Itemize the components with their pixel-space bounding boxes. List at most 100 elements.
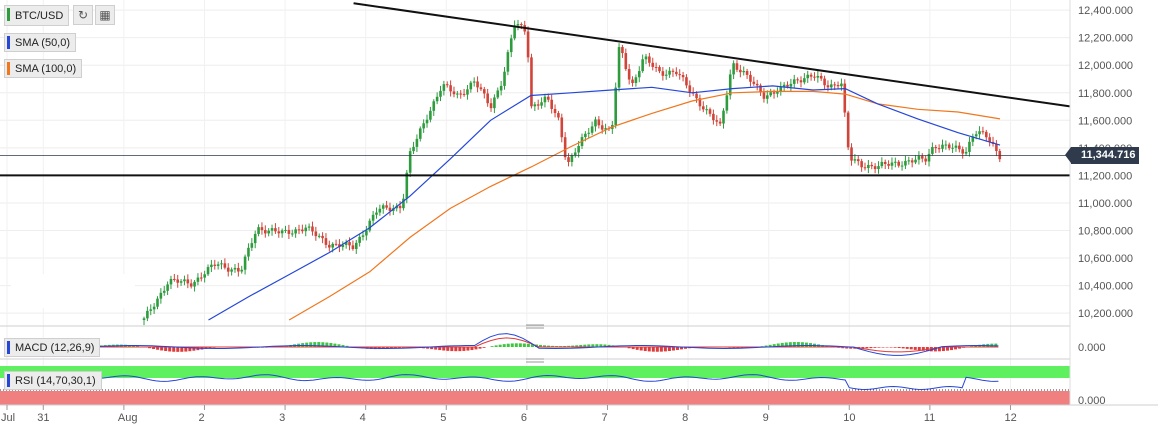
candle-body <box>577 146 580 153</box>
macd-histogram-bar <box>643 347 647 352</box>
macd-histogram-bar <box>172 347 176 352</box>
candle-body <box>651 62 655 67</box>
macd-histogram-bar <box>776 343 780 347</box>
macd-histogram-bar <box>538 344 542 347</box>
rsi-tick-label: 0.000 <box>1078 395 1106 407</box>
candle-body <box>176 279 180 283</box>
macd-histogram-bar <box>482 347 486 348</box>
candle-body <box>415 138 419 147</box>
candle-body <box>843 83 847 113</box>
macd-histogram-bar <box>329 343 333 347</box>
resize-handle[interactable] <box>526 324 544 329</box>
candle-body <box>705 109 708 111</box>
candle-body <box>765 95 769 99</box>
candle-body <box>547 96 550 100</box>
candle-body <box>745 71 749 75</box>
candle-body <box>466 89 469 95</box>
candle-body <box>206 267 210 275</box>
candle-body <box>402 198 405 209</box>
rsi-panel: 0.000 <box>0 366 1106 407</box>
candle-body <box>344 242 348 245</box>
candle-body <box>772 92 776 94</box>
candle-body <box>803 78 806 83</box>
candle-body <box>462 93 466 95</box>
candle-body <box>189 283 193 287</box>
macd-histogram-bar <box>901 347 905 349</box>
candle-body <box>678 74 682 76</box>
rsi-oversold-band <box>0 391 1070 405</box>
candle-body <box>210 264 213 268</box>
macd-histogram-bar <box>913 347 917 350</box>
symbol-text: BTC/USD <box>15 10 64 22</box>
candle-body <box>627 69 631 80</box>
candle-body <box>573 152 577 156</box>
candle-body <box>712 113 715 121</box>
candle-body <box>961 149 965 154</box>
candle-body <box>934 146 938 149</box>
candle-body <box>661 71 665 76</box>
candle-body <box>196 277 200 282</box>
macd-histogram-bar <box>736 347 740 349</box>
candle-body <box>233 267 237 270</box>
calendar-button[interactable]: ▦ <box>95 5 115 25</box>
candle-body <box>853 159 857 161</box>
sma50-swatch <box>7 36 10 49</box>
candle-body <box>267 230 270 234</box>
candle-body <box>499 85 503 91</box>
candle-body <box>142 318 146 320</box>
candle-body <box>867 164 870 169</box>
rsi-legend[interactable]: RSI (14,70,30,1) <box>4 371 102 390</box>
macd-legend[interactable]: MACD (12,26,9) <box>4 338 101 357</box>
sma100-legend[interactable]: SMA (100,0) <box>4 59 83 78</box>
symbol-label[interactable]: BTC/USD <box>4 5 70 26</box>
macd-histogram-bar <box>583 344 587 347</box>
macd-histogram-bar <box>285 345 289 347</box>
candle-body <box>914 159 917 163</box>
candle-body <box>978 131 981 135</box>
candle-body <box>799 80 803 83</box>
macd-histogram-bar <box>152 347 156 350</box>
candle-body <box>870 164 874 167</box>
candle-body <box>850 147 853 161</box>
candle-body <box>755 83 759 86</box>
candle-body <box>732 63 735 75</box>
macd-histogram-bar <box>309 342 313 347</box>
candle-body <box>496 90 500 98</box>
candle-body <box>243 256 247 270</box>
y-tick-label: 10,200.000 <box>1078 308 1133 320</box>
y-tick-label: 12,000.000 <box>1078 60 1133 72</box>
candle-body <box>873 166 877 170</box>
macd-line <box>6 333 999 356</box>
macd-histogram-bar <box>579 344 583 347</box>
candle-body <box>890 162 894 166</box>
candle-body <box>920 156 924 159</box>
candle-body <box>907 160 911 162</box>
candle-body <box>183 279 186 282</box>
candle-body <box>981 131 985 133</box>
candle-body <box>550 99 553 109</box>
sma50-legend[interactable]: SMA (50,0) <box>4 33 77 52</box>
macd-histogram-bar <box>994 343 998 347</box>
candle-body <box>762 92 766 99</box>
candle-body <box>742 71 746 73</box>
macd-histogram-bar <box>603 344 607 347</box>
macd-histogram-bar <box>389 347 393 349</box>
candle-body <box>237 267 240 272</box>
candle-body <box>179 281 183 283</box>
candle-body <box>445 84 449 86</box>
macd-histogram-bar <box>442 347 446 351</box>
candle-body <box>846 112 850 148</box>
candle-body <box>324 238 328 245</box>
refresh-button[interactable]: ↻ <box>73 5 93 25</box>
candle-body <box>240 269 244 272</box>
macd-histogram-bar <box>861 347 865 349</box>
candle-body <box>557 113 560 118</box>
candle-body <box>351 245 355 250</box>
macd-histogram-bar <box>385 347 389 349</box>
macd-histogram-bar <box>768 344 772 347</box>
candle-body <box>796 79 799 81</box>
candle-body <box>664 74 668 76</box>
resize-handle[interactable] <box>526 358 544 363</box>
candle-body <box>378 208 382 213</box>
candle-body <box>752 81 756 84</box>
